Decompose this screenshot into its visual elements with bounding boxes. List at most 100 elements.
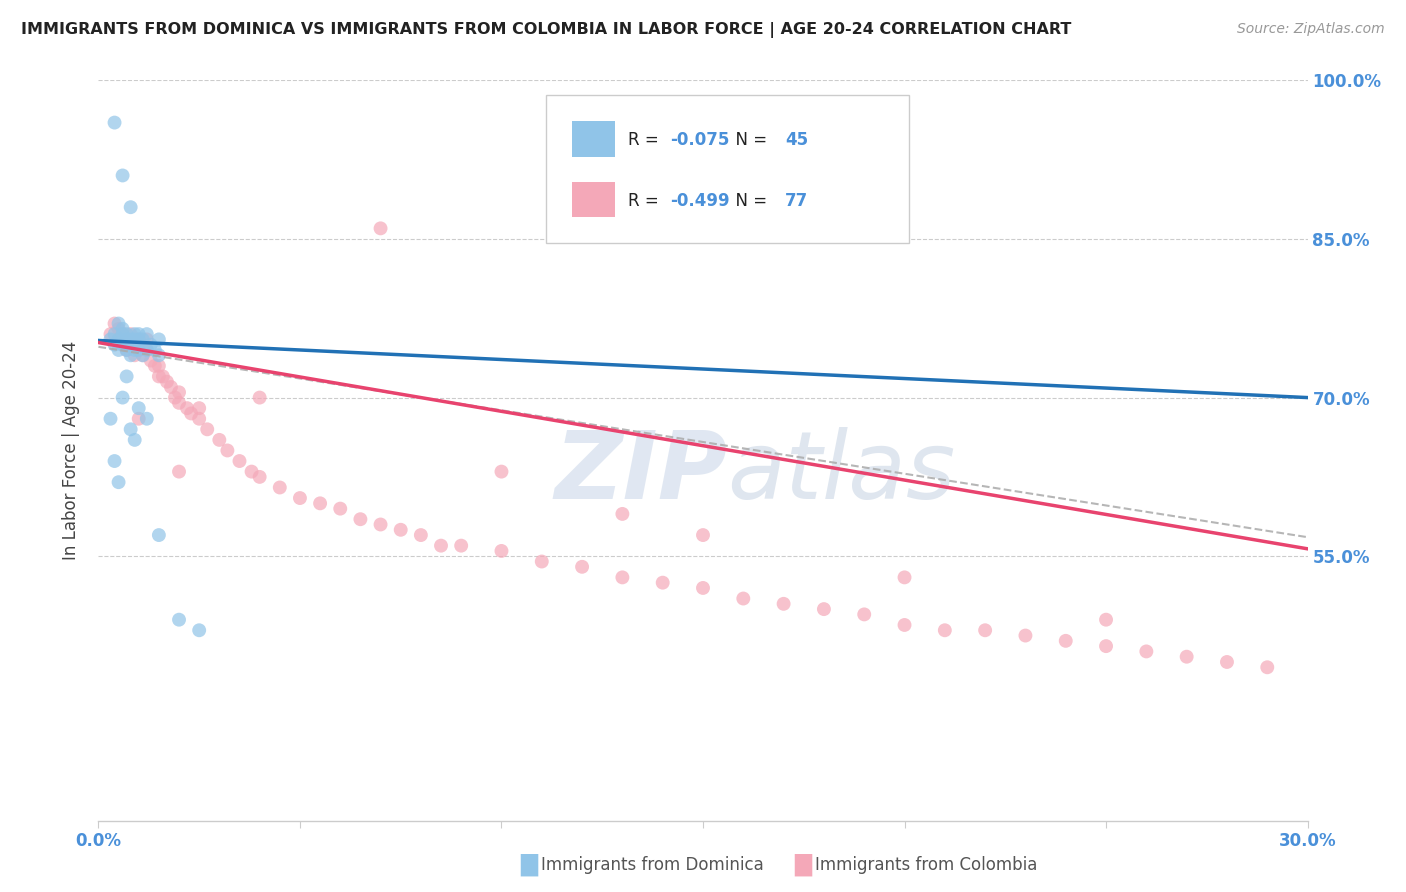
Point [100, 327, 122, 342]
Point [1095, 639, 1118, 653]
Point [148, 332, 170, 346]
Point [120, 422, 142, 436]
Text: ZIP: ZIP [554, 426, 727, 518]
Point [128, 332, 150, 346]
Point [111, 322, 134, 336]
Point [180, 406, 202, 420]
Point [103, 115, 125, 129]
Point [124, 327, 146, 342]
Text: N =: N = [724, 130, 772, 148]
Point [389, 523, 412, 537]
Text: R =: R = [628, 192, 664, 210]
Point [612, 570, 634, 584]
Point [111, 391, 134, 405]
Text: █: █ [520, 854, 537, 877]
Point [651, 575, 673, 590]
Y-axis label: In Labor Force | Age 20-24: In Labor Force | Age 20-24 [62, 341, 80, 560]
Point [530, 554, 553, 569]
Point [167, 465, 190, 479]
Point [128, 401, 150, 416]
Point [1054, 633, 1077, 648]
Point [176, 401, 198, 416]
Point [349, 512, 371, 526]
Text: R =: R = [628, 130, 664, 148]
Point [124, 433, 146, 447]
Point [115, 332, 138, 346]
Point [430, 539, 453, 553]
Point [450, 539, 472, 553]
Point [128, 343, 150, 357]
Text: atlas: atlas [727, 427, 956, 518]
Point [288, 491, 311, 505]
Point [120, 332, 142, 346]
Point [107, 317, 129, 331]
Point [148, 369, 170, 384]
Point [139, 337, 162, 351]
Point [103, 454, 125, 468]
FancyBboxPatch shape [572, 182, 614, 218]
Point [120, 200, 142, 214]
Point [135, 411, 157, 425]
Point [1256, 660, 1278, 674]
Point [309, 496, 332, 510]
Point [128, 411, 150, 425]
Point [148, 359, 170, 373]
Point [132, 348, 155, 362]
Point [692, 581, 714, 595]
Point [120, 327, 142, 342]
Point [167, 396, 190, 410]
Point [115, 327, 138, 342]
Point [167, 613, 190, 627]
Point [100, 332, 122, 346]
Point [893, 570, 915, 584]
Point [128, 337, 150, 351]
Point [107, 332, 129, 346]
Point [111, 337, 134, 351]
Point [195, 422, 218, 436]
Point [135, 343, 157, 357]
Point [115, 332, 138, 346]
Text: Immigrants from Colombia: Immigrants from Colombia [815, 856, 1038, 874]
Point [115, 343, 138, 357]
Point [103, 327, 125, 342]
Point [1135, 644, 1157, 658]
Text: IMMIGRANTS FROM DOMINICA VS IMMIGRANTS FROM COLOMBIA IN LABOR FORCE | AGE 20-24 : IMMIGRANTS FROM DOMINICA VS IMMIGRANTS F… [21, 22, 1071, 38]
Point [111, 169, 134, 183]
Point [132, 337, 155, 351]
Point [107, 343, 129, 357]
Point [132, 348, 155, 362]
Point [370, 221, 392, 235]
Point [893, 618, 915, 632]
Point [1095, 613, 1118, 627]
Point [111, 327, 134, 342]
Point [217, 443, 239, 458]
Point [491, 465, 513, 479]
Point [124, 337, 146, 351]
Point [1175, 649, 1198, 664]
Point [228, 454, 250, 468]
Point [111, 337, 134, 351]
Text: N =: N = [724, 192, 772, 210]
Point [1014, 629, 1036, 643]
Point [135, 332, 157, 346]
Point [208, 433, 231, 447]
Point [148, 528, 170, 542]
Point [160, 380, 183, 394]
Point [107, 332, 129, 346]
Point [107, 322, 129, 336]
Point [772, 597, 794, 611]
Point [409, 528, 432, 542]
Point [120, 337, 142, 351]
Point [120, 337, 142, 351]
Point [491, 544, 513, 558]
Point [692, 528, 714, 542]
Point [135, 343, 157, 357]
Point [139, 353, 162, 368]
Text: Immigrants from Dominica: Immigrants from Dominica [541, 856, 763, 874]
Point [813, 602, 835, 616]
Point [249, 391, 271, 405]
Point [167, 385, 190, 400]
Point [135, 327, 157, 342]
Point [115, 343, 138, 357]
Point [103, 337, 125, 351]
